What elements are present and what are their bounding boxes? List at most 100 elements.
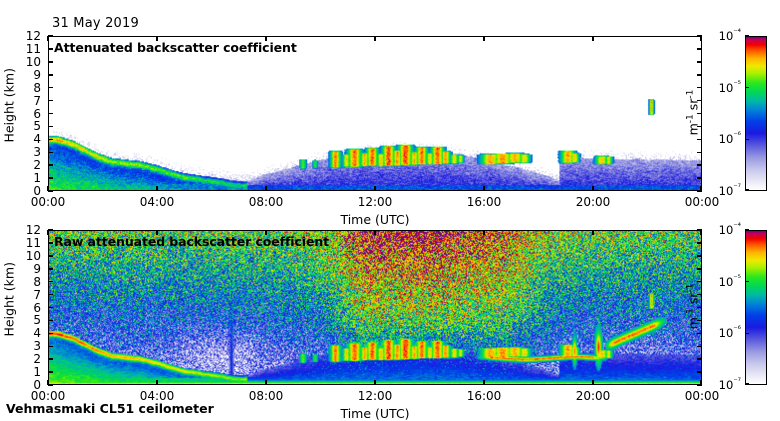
x-tick-mark (699, 380, 702, 385)
colorbar-unit-label-attenuated-backscatter: m-1 sr-1 (685, 89, 701, 135)
colorbar-tick-label: 10⁻⁴ (718, 27, 741, 43)
y-tick-mark-right (697, 138, 702, 141)
y-tick-mark (48, 48, 53, 50)
y-tick-label: 7 (33, 287, 41, 302)
colorbar-tick-mark (745, 35, 749, 37)
y-tick-mark-right (697, 74, 702, 76)
y-tick-mark-right (697, 306, 702, 309)
y-tick-mark-right (697, 164, 702, 166)
colorbar-tick-mark (745, 188, 749, 191)
x-tick-mark-top (699, 230, 702, 235)
y-axis-title-raw-attenuated-backscatter: Height (km) (1, 261, 17, 336)
colorbar-attenuated-backscatter (745, 36, 767, 191)
y-tick-mark (48, 86, 53, 89)
y-tick-mark-right (697, 35, 702, 37)
y-tick-label: 3 (33, 145, 41, 160)
y-tick-label: 6 (33, 106, 41, 121)
y-tick-mark-right (697, 293, 702, 296)
colorbar-tick-label: 10⁻⁷ (718, 376, 741, 392)
y-tick-mark-right (697, 345, 702, 347)
x-tick-mark-top (47, 36, 49, 41)
plot-area-attenuated-backscatter[interactable] (48, 36, 702, 191)
y-tick-mark (48, 229, 53, 231)
x-tick-mark (265, 380, 267, 385)
y-tick-mark-right (697, 255, 702, 257)
x-tick-label: 00:00 (684, 195, 720, 209)
x-tick-label: 04:00 (139, 389, 175, 403)
x-tick-mark-top (47, 230, 49, 235)
plot-area-raw-attenuated-backscatter[interactable] (48, 230, 702, 385)
x-tick-label: 00:00 (30, 389, 66, 403)
y-tick-mark-right (697, 229, 702, 231)
x-tick-mark-top (699, 36, 702, 41)
colorbar-tick-mark (745, 138, 749, 141)
y-tick-label: 10 (25, 248, 41, 263)
y-tick-label: 4 (33, 326, 41, 341)
x-tick-mark (483, 186, 485, 191)
x-tick-label: 08:00 (248, 195, 284, 209)
y-tick-label: 11 (25, 235, 41, 250)
x-tick-mark (156, 186, 158, 191)
colorbar-tick-label: 10⁻⁵ (718, 272, 741, 289)
colorbar-tick-label: 10⁻⁴ (718, 221, 741, 237)
x-tick-mark (47, 186, 49, 191)
y-tick-mark-right (697, 371, 702, 373)
x-tick-mark (483, 380, 485, 385)
x-tick-mark (699, 186, 702, 191)
y-tick-mark-right (697, 99, 702, 102)
y-tick-mark-right (697, 48, 702, 50)
y-tick-label: 0 (33, 184, 41, 198)
y-tick-label: 1 (33, 171, 41, 186)
y-tick-mark-right (697, 332, 702, 335)
y-tick-mark-right (697, 61, 702, 63)
heatmap-canvas-attenuated-backscatter (49, 37, 701, 190)
x-tick-mark-top (374, 36, 376, 41)
y-tick-mark (48, 332, 53, 335)
colorbar-tick-mark (745, 280, 749, 283)
y-tick-mark (48, 99, 53, 102)
x-tick-label: 04:00 (139, 195, 175, 209)
y-tick-mark-right (697, 358, 702, 360)
y-tick-mark (48, 306, 53, 309)
y-tick-mark-right (697, 242, 702, 244)
x-tick-label: 16:00 (466, 389, 502, 403)
y-tick-mark (48, 242, 53, 244)
y-tick-mark (48, 74, 53, 76)
x-tick-mark-top (374, 230, 376, 235)
y-tick-label: 9 (33, 67, 41, 82)
x-tick-mark-top (265, 36, 267, 41)
y-tick-label: 4 (33, 132, 41, 147)
y-tick-mark (48, 345, 53, 347)
y-tick-label: 0 (33, 378, 41, 392)
colorbar-tick-mark (745, 86, 749, 89)
heatmap-canvas-raw-attenuated-backscatter (49, 231, 701, 384)
x-tick-mark-top (483, 36, 485, 41)
x-tick-mark (265, 186, 267, 191)
x-tick-label: 12:00 (357, 389, 393, 403)
y-tick-mark (48, 125, 53, 128)
y-tick-label: 5 (33, 313, 41, 328)
y-tick-mark-right (697, 125, 702, 128)
y-tick-mark (48, 293, 53, 296)
x-tick-mark-top (265, 230, 267, 235)
colorbar-gradient (746, 37, 766, 190)
y-tick-mark-right (697, 280, 702, 283)
colorbar-tick-label: 10⁻⁶ (718, 130, 741, 147)
y-tick-label: 2 (33, 352, 41, 367)
x-tick-label: 20:00 (575, 195, 611, 209)
y-tick-label: 11 (25, 41, 41, 56)
y-tick-mark (48, 371, 53, 373)
y-tick-label: 8 (33, 274, 41, 289)
y-tick-label: 6 (33, 300, 41, 315)
y-tick-mark (48, 138, 53, 141)
colorbar-tick-label: 10⁻⁵ (718, 78, 741, 95)
y-tick-mark-right (697, 319, 702, 322)
y-tick-mark (48, 177, 53, 179)
y-tick-mark (48, 61, 53, 63)
x-tick-mark-top (156, 230, 158, 235)
y-tick-mark (48, 280, 53, 283)
x-tick-mark (374, 186, 376, 191)
figure-date-title: 31 May 2019 (52, 16, 139, 31)
y-tick-label: 10 (25, 54, 41, 69)
y-tick-mark (48, 164, 53, 166)
